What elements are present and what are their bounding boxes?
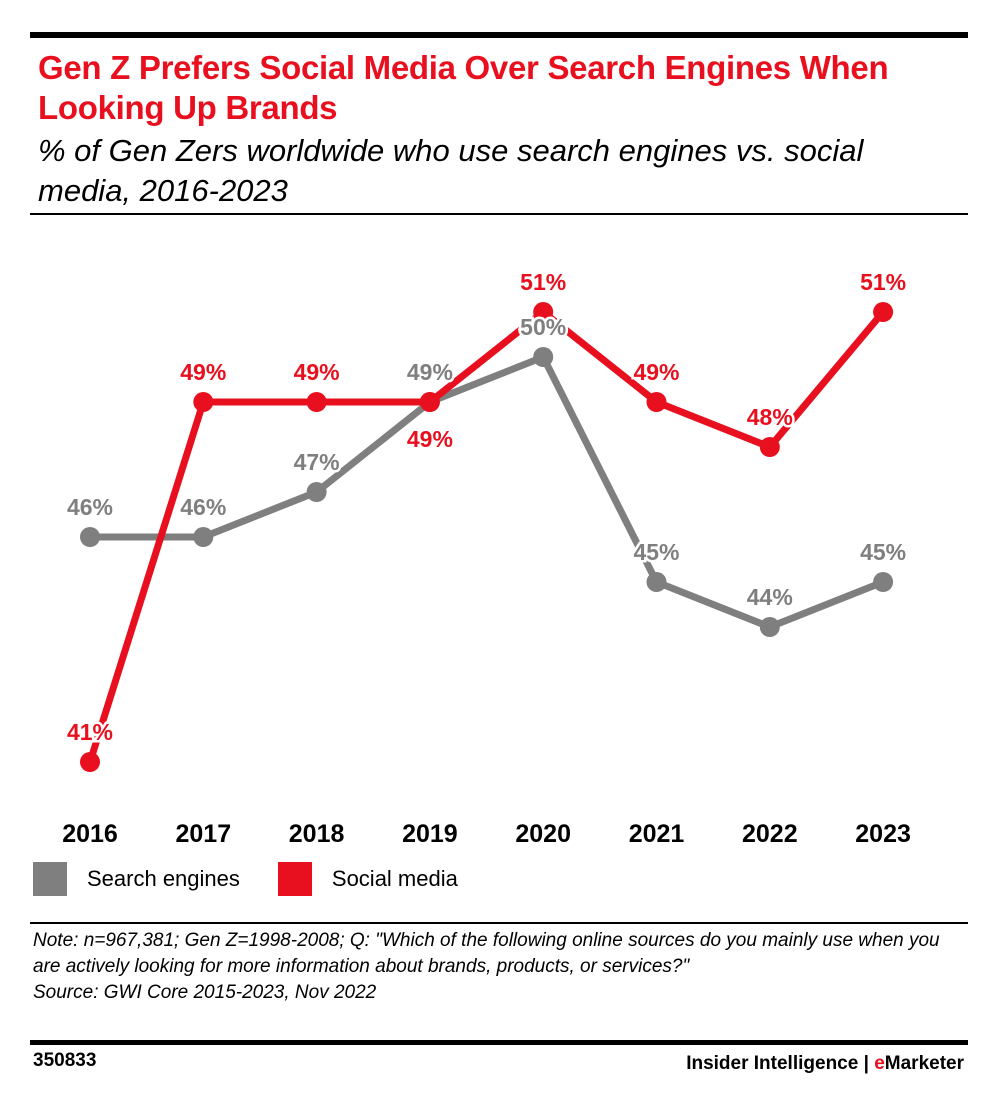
- data-point-search-2021: [646, 572, 667, 592]
- note-text: Note: n=967,381; Gen Z=1998-2008; Q: "Wh…: [33, 930, 945, 977]
- data-label-search-2022: 44%: [747, 584, 793, 610]
- data-label-search-2016: 46%: [67, 494, 113, 520]
- series-line-search: [86, 353, 887, 631]
- legend-label-search: Search engines: [87, 866, 240, 891]
- data-label-search-2019: 49%: [407, 359, 453, 385]
- data-label-social-2017: 49%: [180, 359, 226, 385]
- brand-main: Insider Intelligence: [686, 1053, 859, 1074]
- brand-rest: Marketer: [884, 1053, 964, 1074]
- legend: Search engines Social media: [33, 862, 496, 896]
- data-point-search-2017: [193, 527, 214, 547]
- chart-notes: Note: n=967,381; Gen Z=1998-2008; Q: "Wh…: [33, 928, 968, 1006]
- top-rule: [30, 32, 968, 38]
- data-label-search-2020: 50%: [520, 314, 566, 340]
- data-point-social-2016: [80, 752, 100, 772]
- data-point-search-2023: [873, 572, 894, 592]
- brand-separator: |: [863, 1053, 869, 1074]
- data-point-social-2022: [759, 437, 780, 457]
- x-tick-label-2018: 2018: [289, 820, 345, 848]
- brand-logo: Insider Intelligence | eMarketer: [686, 1053, 964, 1075]
- legend-swatch-social: [277, 862, 312, 896]
- data-point-search-2020: [533, 347, 554, 367]
- data-point-social-2018: [306, 392, 327, 412]
- chart-subtitle: % of Gen Zers worldwide who use search e…: [38, 133, 864, 208]
- x-tick-label-2019: 2019: [402, 820, 458, 848]
- legend-swatch-search: [33, 862, 67, 896]
- data-point-social-2020: [533, 302, 554, 322]
- data-label-social-2023: 51%: [860, 269, 906, 295]
- brand-accent-letter: e: [874, 1053, 885, 1074]
- x-tick-label-2021: 2021: [629, 820, 685, 848]
- legend-label-social: Social media: [331, 866, 458, 891]
- data-label-search-2021: 45%: [633, 539, 679, 565]
- line-chart: 46% 46% 47% 49% 50% 45% 44% 45% 41% 49% 49% 49% 51% 4…: [62, 267, 911, 849]
- data-label-social-2022: 48%: [747, 404, 793, 430]
- data-point-social-2021: [646, 392, 667, 412]
- data-label-social-2019: 49%: [407, 426, 453, 452]
- legend-item-search: Search engines: [33, 862, 240, 896]
- notes-divider: [30, 922, 968, 924]
- data-point-search-2022: [759, 617, 780, 637]
- header-divider: [30, 213, 968, 215]
- data-point-social-2023: [873, 302, 894, 322]
- x-tick-label-2023: 2023: [855, 820, 911, 848]
- x-tick-label-2017: 2017: [175, 820, 231, 848]
- data-point-search-2016: [80, 527, 100, 547]
- x-tick-label-2016: 2016: [62, 820, 118, 848]
- data-label-search-2018: 47%: [294, 449, 340, 475]
- data-label-social-2021: 49%: [633, 359, 679, 385]
- data-label-search-2023: 45%: [860, 539, 906, 565]
- data-point-social-2017: [193, 392, 214, 412]
- legend-item-social: Social media: [277, 862, 458, 896]
- series-line-social: [86, 308, 887, 766]
- data-label-social-2020: 51%: [520, 269, 566, 295]
- data-point-search-2018: [306, 482, 327, 502]
- data-point-social-2019: [419, 392, 440, 412]
- source-text: Source: GWI Core 2015-2023, Nov 2022: [33, 982, 377, 1003]
- x-tick-label-2022: 2022: [742, 820, 798, 848]
- x-tick-label-2020: 2020: [515, 820, 571, 848]
- data-label-social-2016: 41%: [67, 719, 113, 745]
- chart-title: Gen Z Prefers Social Media Over Search E…: [38, 49, 889, 126]
- data-label-social-2018: 49%: [294, 359, 340, 385]
- data-label-search-2017: 46%: [180, 494, 226, 520]
- footer-rule: [30, 1040, 968, 1045]
- chart-id: 350833: [33, 1050, 97, 1071]
